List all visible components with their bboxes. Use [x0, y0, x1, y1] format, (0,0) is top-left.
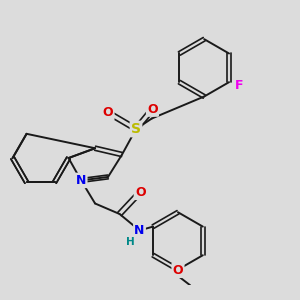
Text: N: N — [134, 224, 145, 237]
Text: H: H — [126, 237, 135, 247]
Text: O: O — [173, 264, 183, 277]
Text: S: S — [131, 122, 141, 136]
Text: O: O — [135, 186, 146, 199]
Text: F: F — [235, 79, 243, 92]
Text: N: N — [76, 174, 86, 187]
Text: O: O — [147, 103, 158, 116]
Text: O: O — [103, 106, 113, 119]
